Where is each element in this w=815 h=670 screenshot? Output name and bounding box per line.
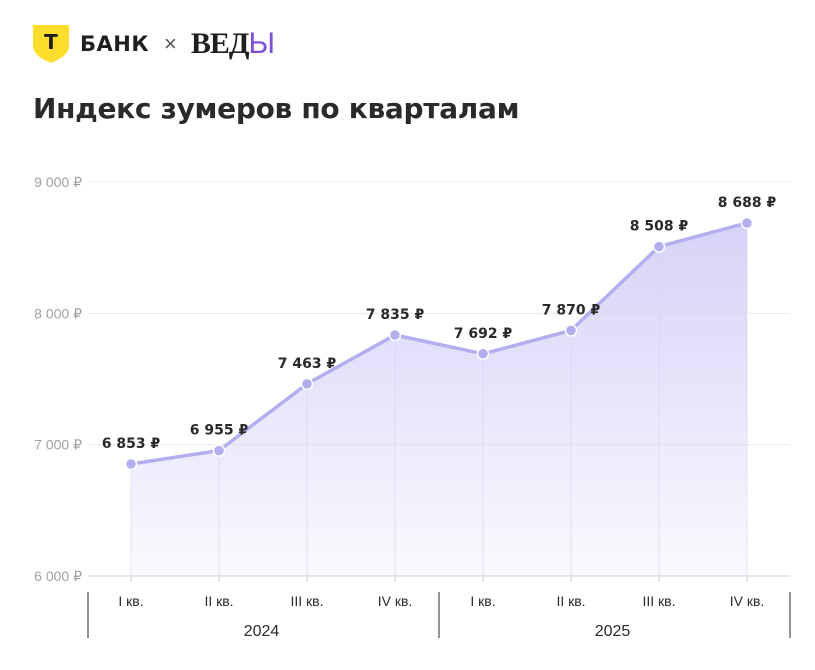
x-category-label: III кв.	[290, 593, 323, 609]
data-label: 7 692 ₽	[454, 326, 513, 342]
data-label: 8 508 ₽	[630, 219, 689, 235]
data-label: 6 853 ₽	[102, 436, 161, 452]
y-tick-label: 9 000 ₽	[34, 174, 82, 190]
data-point	[124, 457, 138, 471]
x-category-label: IV кв.	[378, 593, 413, 609]
data-point	[388, 328, 402, 342]
data-label: 7 870 ₽	[542, 302, 601, 318]
x-category-label: IV кв.	[730, 593, 765, 609]
y-tick-label: 8 000 ₽	[34, 305, 82, 321]
partner-logo-accent: Ы	[248, 27, 276, 60]
partner-logo-main: ВЕД	[190, 27, 250, 60]
area-shape	[131, 222, 747, 576]
x-category-label: I кв.	[118, 593, 143, 609]
x-category-label: III кв.	[642, 593, 675, 609]
data-point	[652, 240, 666, 253]
data-point	[564, 324, 578, 337]
x-axis: I кв. II кв. III кв. IV кв. I кв. II кв. III к…	[87, 576, 791, 640]
x-category-label: II кв.	[204, 593, 233, 609]
y-tick-label: 7 000 ₽	[34, 437, 82, 453]
chart-title: Индекс зумеров по кварталам	[33, 92, 520, 125]
x-category-label: II кв.	[556, 593, 585, 609]
shield-letter: Т	[44, 30, 58, 54]
series-polyline	[129, 221, 749, 466]
year-group-label: 2025	[595, 623, 631, 640]
series-line	[129, 221, 749, 466]
data-label: 7 835 ₽	[366, 307, 425, 323]
y-tick-label: 6 000 ₽	[34, 568, 82, 584]
data-label: 6 955 ₽	[190, 423, 249, 439]
data-label: 7 463 ₽	[278, 356, 337, 372]
year-group-label: 2024	[244, 623, 280, 640]
data-point	[476, 347, 490, 361]
data-point	[212, 444, 226, 457]
bank-name: БАНК	[80, 32, 149, 56]
data-labels: 6 853 ₽ 6 955 ₽ 7 463 ₽ 7 835 ₽ 7 692 ₽ 7 870…	[102, 195, 777, 452]
data-point	[740, 216, 754, 230]
partner-logo: ВЕДЫ	[190, 27, 276, 60]
bank-shield-logo: Т	[33, 25, 69, 63]
data-points	[124, 216, 754, 471]
data-label: 8 688 ₽	[718, 195, 777, 211]
brand-header: Т БАНК × ВЕДЫ	[33, 24, 276, 64]
separator-icon: ×	[164, 31, 177, 56]
area-fill	[131, 222, 747, 576]
x-category-label: I кв.	[470, 593, 495, 609]
data-point	[300, 377, 314, 391]
